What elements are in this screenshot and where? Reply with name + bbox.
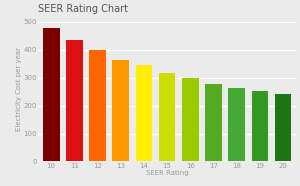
X-axis label: SEER Rating: SEER Rating xyxy=(146,170,188,176)
Bar xyxy=(228,88,245,161)
Bar xyxy=(275,94,291,161)
Bar xyxy=(136,65,152,161)
Bar xyxy=(66,40,83,161)
Bar xyxy=(205,84,222,161)
Text: SEER Rating Chart: SEER Rating Chart xyxy=(38,4,128,14)
Bar xyxy=(159,73,176,161)
Y-axis label: Electricity Cost per year: Electricity Cost per year xyxy=(16,47,22,131)
Bar xyxy=(182,78,199,161)
Bar xyxy=(251,91,268,161)
Bar xyxy=(89,50,106,161)
Bar xyxy=(43,28,59,161)
Bar xyxy=(112,60,129,161)
